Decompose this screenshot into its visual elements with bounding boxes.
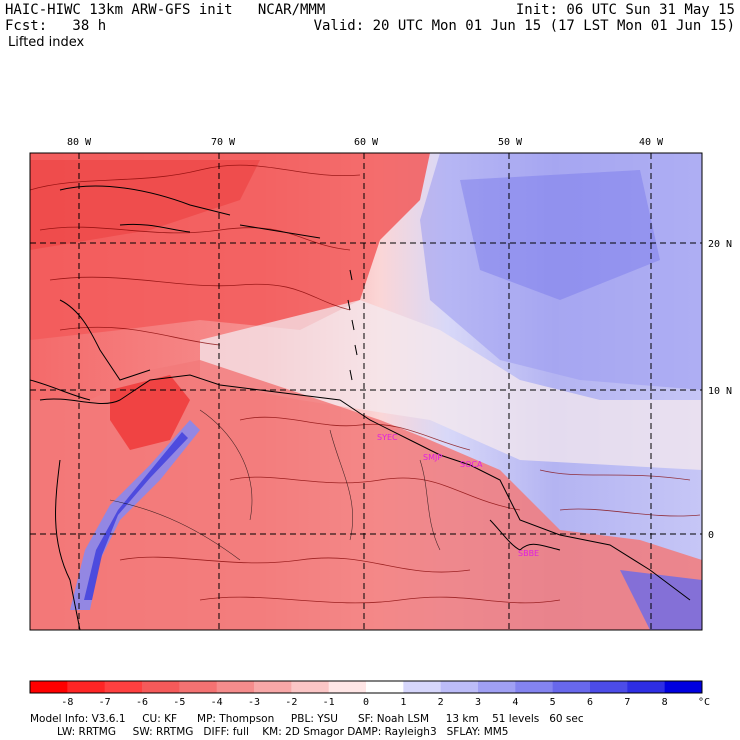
colorbar-swatch [440,681,479,693]
colorbar-swatch [328,681,367,693]
colorbar-label: -5 [173,697,185,708]
colorbar-label: -1 [323,697,335,708]
colorbar-swatch [552,681,591,693]
station-label: SOCA [460,460,483,469]
colorbar-label: 1 [400,697,406,708]
colorbar-label: 6 [587,697,593,708]
colorbar-swatch [179,681,218,693]
lifted-index-field [30,153,702,630]
colorbar-swatch [104,681,143,693]
colorbar-label: -3 [248,697,260,708]
lon-label: 70 W [211,137,236,148]
lat-label: 20 N [708,239,732,250]
colorbar-frame [29,680,703,694]
colorbar-swatch [254,681,292,693]
latitude-labels: 20 N 10 N 0 [708,239,732,541]
colorbar-label: -7 [99,697,111,708]
station-label: SYEC [377,433,398,442]
field-name: Lifted index [8,35,85,50]
colorbar-label: 3 [475,697,481,708]
colorbar-swatch [403,681,442,693]
colorbar-label: 8 [662,697,668,708]
colorbar: -8 -7 -6 -5 -4 -3 -2 -1 0 1 2 3 4 5 6 7 8 [29,680,703,708]
model-info-line2: LW: RRTMG SW: RRTMG DIFF: full KM: 2D Sm… [57,726,509,738]
colorbar-swatch [366,681,404,693]
colorbar-label: -2 [285,697,297,708]
colorbar-swatch [515,681,554,693]
lat-label: 0 [708,530,714,541]
colorbar-label: -6 [136,697,148,708]
lon-label: 60 W [354,137,379,148]
colorbar-label: 7 [624,697,630,708]
longitude-labels: 80 W 70 W 60 W 50 W 40 W [67,137,664,148]
colorbar-swatch [291,681,330,693]
lat-label: 10 N [708,386,732,397]
colorbar-label: 5 [550,697,556,708]
graticule [30,153,702,630]
colorbar-swatch [216,681,255,693]
model-title: HAIC-HIWC 13km ARW-GFS init NCAR/MMM [5,2,326,18]
colorbar-label: 4 [512,697,518,708]
forecast-hour: Fcst: 38 h [5,18,107,34]
map-frame [29,152,703,631]
station-label: SBBE [518,549,539,558]
colorbar-swatch [590,681,628,693]
colorbar-label: -8 [61,697,73,708]
lon-label: 50 W [498,137,523,148]
colorbar-swatch [30,681,68,693]
colorbar-label: 2 [438,697,444,708]
colorbar-unit: °C [698,697,710,708]
model-info-line1: Model Info: V3.6.1 CU: KF MP: Thompson P… [30,713,584,725]
colorbar-swatch [142,681,180,693]
init-time: Init: 06 UTC Sun 31 May 15 [515,2,735,18]
lon-label: 40 W [639,137,664,148]
colorbar-swatch [67,681,106,693]
colorbar-swatch [664,681,703,693]
station-label: SMJP [423,453,442,462]
lon-label: 80 W [67,137,92,148]
valid-time: Valid: 20 UTC Mon 01 Jun 15 (17 LST Mon … [313,18,735,34]
station-labels: SYEC SMJP SOCA SBBE [377,433,539,558]
colorbar-label: 0 [363,697,369,708]
colorbar-swatch [627,681,666,693]
colorbar-swatch [478,681,516,693]
colorbar-label: -4 [211,697,223,708]
